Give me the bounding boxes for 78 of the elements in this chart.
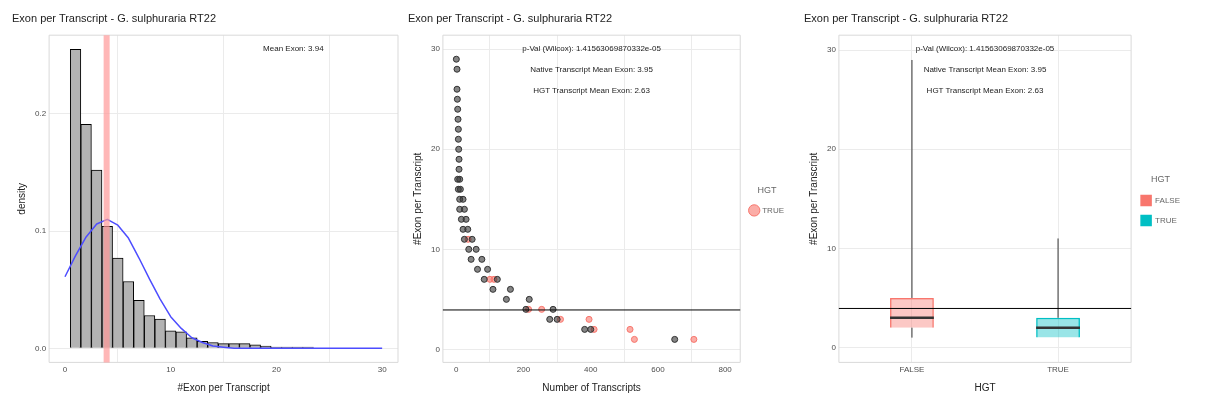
x-axis-title: Number of Transcripts xyxy=(542,381,641,393)
x-tick-label: 30 xyxy=(377,365,388,375)
point xyxy=(455,145,463,153)
y-axis-title: #Exon per Transcript xyxy=(807,152,819,245)
chart-title: Exon per Transcript - G. sulphuraria RT22 xyxy=(804,11,1008,24)
point xyxy=(455,155,463,163)
point xyxy=(460,235,468,243)
x-tick-label: 0 xyxy=(454,365,460,375)
point xyxy=(474,265,481,273)
point xyxy=(455,165,463,173)
x-tick-label: 600 xyxy=(651,365,666,375)
y-axis-title: #Exon per Transcript xyxy=(411,152,423,245)
legend-title: HGT xyxy=(757,184,778,195)
point xyxy=(506,285,514,293)
annotation: Native Transcript Mean Exon: 3.95 xyxy=(923,65,1047,75)
y-tick-label: 10 xyxy=(430,244,441,254)
x-tick-label: 0 xyxy=(62,365,68,375)
y-tick-label: 0 xyxy=(435,344,441,354)
annotation: p-Val (Wilcox): 1.41563069870332e-05 xyxy=(522,44,662,54)
y-tick-label: 0.1 xyxy=(35,226,47,236)
point xyxy=(525,295,533,303)
x-axis-title: HGT xyxy=(974,381,996,393)
point xyxy=(465,245,473,253)
x-axis-title: #Exon per Transcript xyxy=(177,381,270,393)
point xyxy=(671,335,679,343)
point xyxy=(626,325,634,333)
point xyxy=(690,335,698,343)
point xyxy=(478,255,486,263)
x-tick-label: 200 xyxy=(516,365,531,375)
point xyxy=(453,95,461,103)
annotation: HGT Transcript Mean Exon: 2.63 xyxy=(533,86,651,96)
point xyxy=(453,65,461,73)
point xyxy=(468,235,476,243)
y-tick-label: 0 xyxy=(831,342,837,352)
point xyxy=(467,255,475,263)
point xyxy=(553,315,561,323)
x-tick-label: 20 xyxy=(271,365,282,375)
point xyxy=(454,115,462,123)
x-tick-label: TRUE xyxy=(1047,365,1069,375)
x-tick-label: 10 xyxy=(166,365,176,375)
chart-title: Exon per Transcript - G. sulphuraria RT22 xyxy=(12,11,216,24)
y-tick-label: 20 xyxy=(430,144,441,154)
y-tick-label: 10 xyxy=(826,243,837,253)
annotation: HGT Transcript Mean Exon: 2.63 xyxy=(926,86,1044,96)
point xyxy=(453,85,461,93)
point xyxy=(484,265,492,273)
point xyxy=(472,245,480,253)
x-tick-label: 800 xyxy=(718,365,733,375)
point xyxy=(585,315,593,323)
point xyxy=(480,275,488,283)
x-tick-label: 400 xyxy=(584,365,598,375)
y-tick-label: 0.2 xyxy=(35,108,47,118)
legend-label: TRUE xyxy=(762,205,784,215)
annotation: p-Val (Wilcox): 1.41563069870332e-05 xyxy=(915,44,1055,54)
y-tick-label: 20 xyxy=(826,144,837,154)
annotation: Native Transcript Mean Exon: 3.95 xyxy=(530,65,654,75)
legend-label: FALSE xyxy=(1155,195,1180,205)
point xyxy=(460,205,468,213)
point xyxy=(454,105,462,113)
point xyxy=(452,55,460,63)
annotation: Mean Exon: 3.94 xyxy=(263,44,325,54)
legend-title: HGT xyxy=(1151,173,1171,184)
legend-label: TRUE xyxy=(1155,215,1177,225)
point xyxy=(489,285,497,293)
point xyxy=(464,225,472,233)
chart-title: Exon per Transcript - G. sulphuraria RT22 xyxy=(408,11,612,24)
y-axis-title: density xyxy=(15,182,27,215)
point xyxy=(502,295,510,303)
y-tick-label: 30 xyxy=(826,45,837,55)
x-tick-label: FALSE xyxy=(899,365,925,375)
point xyxy=(630,335,638,343)
point xyxy=(454,135,462,143)
y-tick-label: 0.0 xyxy=(35,343,47,353)
y-tick-label: 30 xyxy=(430,44,441,54)
point xyxy=(462,215,470,223)
point xyxy=(546,315,554,323)
point xyxy=(581,325,589,333)
point xyxy=(454,125,462,133)
